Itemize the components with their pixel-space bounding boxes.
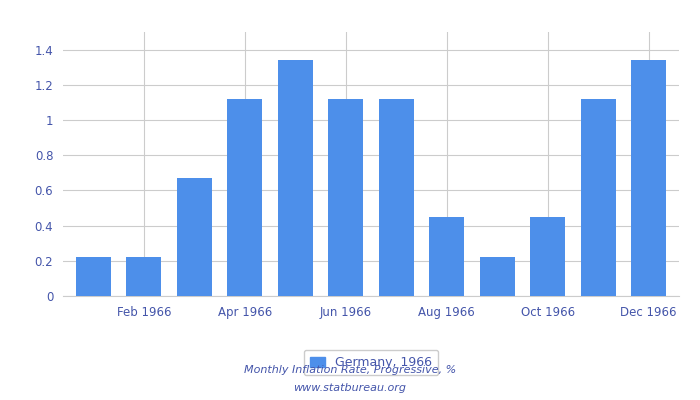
Text: www.statbureau.org: www.statbureau.org <box>293 383 407 393</box>
Bar <box>580 99 616 296</box>
Bar <box>278 60 313 296</box>
Bar <box>631 60 666 296</box>
Bar <box>227 99 262 296</box>
Bar <box>76 257 111 296</box>
Legend: Germany, 1966: Germany, 1966 <box>304 350 438 375</box>
Text: Monthly Inflation Rate, Progressive, %: Monthly Inflation Rate, Progressive, % <box>244 365 456 375</box>
Bar <box>429 217 464 296</box>
Bar <box>176 178 212 296</box>
Bar <box>480 257 515 296</box>
Bar <box>530 217 566 296</box>
Bar <box>126 257 162 296</box>
Bar <box>379 99 414 296</box>
Bar <box>328 99 363 296</box>
